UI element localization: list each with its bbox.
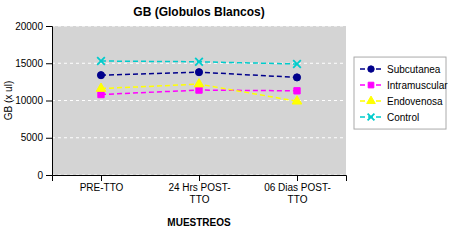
grid-line [52, 100, 346, 101]
plot-background [52, 26, 346, 175]
grid [52, 26, 346, 175]
legend: Subcutanea Intramuscular Endovenosa Control [354, 57, 448, 129]
tick-label: 10000 [15, 95, 43, 106]
data-point [196, 87, 202, 93]
tick-label: 15000 [15, 58, 43, 69]
legend-marker [367, 96, 376, 103]
y-axis: 0 5000 10000 15000 20000 [15, 21, 52, 181]
tick: 15000 [15, 58, 52, 69]
legend-label: Subcutanea [387, 64, 441, 75]
data-point [195, 58, 203, 66]
legend-item: Subcutanea [360, 64, 441, 75]
legend-label: Endovenosa [387, 96, 443, 107]
legend-label: Control [387, 112, 419, 123]
data-point [293, 74, 300, 81]
data-point [294, 88, 300, 94]
legend-marker [368, 66, 374, 72]
tick-mark [297, 175, 298, 181]
data-point [97, 72, 104, 79]
tick-mark [46, 101, 52, 102]
data-point [96, 83, 106, 91]
tick-label: 0 [37, 170, 43, 181]
tick-label: PRE-TTO [80, 182, 124, 193]
tick-mark [46, 138, 52, 139]
title: GB (Globulos Blancos) [133, 5, 264, 19]
legend-item: Intramuscular [360, 80, 448, 91]
tick: 06 Dias POST-TTO [264, 175, 331, 205]
data-point [194, 79, 204, 87]
tick-mark [46, 63, 52, 64]
tick-label: 06 Dias POST-TTO [264, 182, 331, 205]
tick: 20000 [15, 21, 52, 32]
tick: 0 [37, 170, 52, 181]
data-point [293, 60, 301, 68]
tick: 10000 [15, 95, 52, 106]
tick-label: 20000 [15, 21, 43, 32]
legend-marker [368, 114, 375, 121]
legend-item: Control [360, 112, 419, 123]
legend-label: Intramuscular [387, 80, 448, 91]
grid-line [52, 137, 346, 138]
tick-label: 24 Hrs POST-TTO [168, 182, 230, 205]
grid-line [52, 26, 346, 27]
legend-item: Endovenosa [360, 96, 443, 107]
data-point [97, 57, 105, 65]
tick-label: 5000 [21, 132, 44, 143]
axis-domain [53, 176, 347, 182]
tick-mark [46, 26, 52, 27]
tick: PRE-TTO [80, 175, 124, 193]
plot: 0 5000 10000 15000 20000 PRE-TTO 24 Hrs POST-T… [15, 21, 346, 205]
x-axis-title: MUESTREOS [167, 217, 231, 228]
legend-marker [368, 82, 374, 88]
chart: 0 5000 10000 15000 20000 PRE-TTO 24 Hrs POST-T… [0, 0, 450, 231]
marks [96, 57, 302, 104]
data-point [98, 91, 104, 97]
tick-mark [199, 175, 200, 181]
legend-frame [354, 57, 446, 129]
tick: 5000 [21, 132, 52, 143]
axis-domain [46, 27, 53, 176]
tick: 24 Hrs POST-TTO [168, 175, 230, 205]
data-point [292, 96, 302, 104]
y-axis-title: GB (x ul) [3, 81, 14, 120]
data-point [195, 69, 202, 76]
x-axis: PRE-TTO 24 Hrs POST-TTO 06 Dias POST-TTO [53, 175, 347, 205]
tick-mark [101, 175, 102, 181]
tick-mark [46, 175, 52, 176]
